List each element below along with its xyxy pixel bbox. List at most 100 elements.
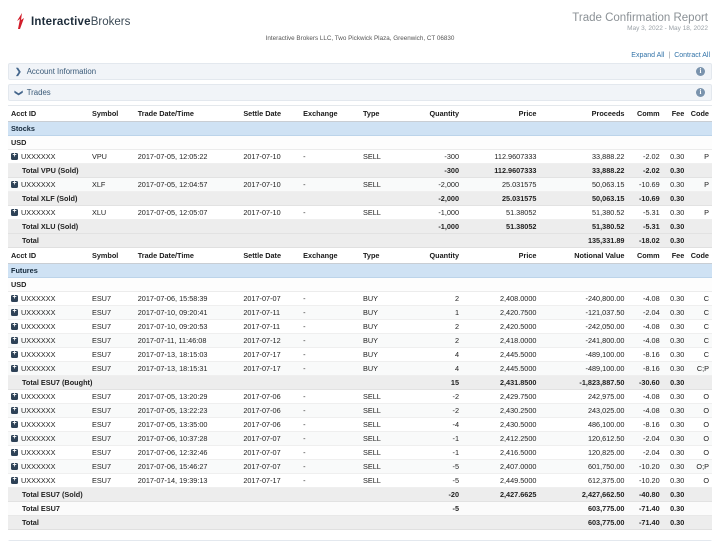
expand-plus-icon[interactable]: + [11, 448, 18, 456]
price: 2,449.5000 [462, 473, 540, 488]
subtotal-row: Total XLF (Sold) -2,000 25.031575 50,063.15… [8, 191, 712, 206]
settle-date: 2017-07-10 [240, 205, 301, 220]
acct-id-cell: + UXXXXXX [8, 291, 89, 306]
exchange: - [300, 417, 360, 432]
quantity: 4 [402, 361, 463, 376]
symbol: ESU7 [88, 445, 135, 460]
expand-plus-icon[interactable]: + [11, 308, 18, 316]
expand-plus-icon[interactable]: + [11, 294, 18, 302]
code: O [687, 389, 712, 404]
expand-plus-icon[interactable]: + [11, 406, 18, 414]
trade-type: SELL [359, 177, 403, 192]
trade-row: + UXXXXXX ESU7 2017-07-14, 19:39:13 2017-07-… [8, 473, 712, 488]
contract-all-link[interactable]: Contract All [674, 52, 710, 59]
expand-plus-icon[interactable]: + [11, 152, 18, 160]
acct-id: UXXXXXX [21, 294, 56, 303]
settle-date: 2017-07-12 [240, 333, 301, 348]
amount: -121,037.50 [539, 305, 628, 320]
commission: -8.16 [627, 417, 663, 432]
fee: 0.30 [662, 403, 688, 418]
expand-plus-icon[interactable]: + [11, 476, 18, 484]
exchange: - [300, 361, 360, 376]
info-icon[interactable]: i [696, 67, 705, 76]
amount: 120,825.00 [539, 445, 628, 460]
subtotal-row: Total XLU (Sold) -1,000 51.38052 51,380.52-… [8, 219, 712, 234]
column-header: Comm [627, 247, 663, 264]
expand-plus-icon[interactable]: + [11, 208, 18, 216]
acct-id-cell: + UXXXXXX [8, 177, 89, 192]
fee: 0.30 [662, 431, 688, 446]
amount: 50,063.15 [539, 191, 628, 206]
trade-datetime: 2017-07-05, 13:20:29 [134, 389, 241, 404]
report-period: May 3, 2022 - May 18, 2022 [627, 25, 708, 32]
acct-id: UXXXXXX [21, 434, 56, 443]
commission: -10.69 [627, 191, 663, 206]
asset-class-row: Futures [8, 263, 712, 278]
links-separator: | [668, 52, 671, 59]
price: 2,412.2500 [462, 431, 540, 446]
expand-plus-icon[interactable]: + [11, 350, 18, 358]
price: 112.9607333 [462, 163, 540, 178]
acct-id: UXXXXXX [21, 152, 56, 161]
price [462, 515, 540, 530]
code: C;P [687, 361, 712, 376]
brand-name-bold: Interactive [31, 16, 91, 28]
column-header-row: Acct ID Symbol Trade Date/Time Settle Date E… [8, 105, 712, 122]
section-bar-account-information[interactable]: ❯ Account Information i [8, 63, 712, 80]
trade-type: BUY [359, 305, 403, 320]
expand-plus-icon[interactable]: + [11, 392, 18, 400]
expand-plus-icon[interactable]: + [11, 336, 18, 344]
expand-plus-icon[interactable]: + [11, 434, 18, 442]
amount: -489,100.00 [539, 347, 628, 362]
asset-class-row: Stocks [8, 121, 712, 136]
quantity: -300 [402, 149, 463, 164]
column-header: Settle Date [240, 105, 301, 122]
code: O;P [687, 459, 712, 474]
code [687, 219, 712, 234]
column-header: Fee [662, 105, 688, 122]
settle-date: 2017-07-07 [240, 459, 301, 474]
trade-row: + UXXXXXX ESU7 2017-07-13, 18:15:31 2017-07-… [8, 361, 712, 376]
total-label: Total XLF (Sold) [8, 191, 403, 206]
quantity: 15 [402, 375, 463, 390]
fee: 0.30 [662, 487, 688, 502]
expand-plus-icon[interactable]: + [11, 180, 18, 188]
quantity: -2 [402, 403, 463, 418]
trade-row: + UXXXXXX ESU7 2017-07-06, 15:46:27 2017-07-… [8, 459, 712, 474]
section-bar-trades[interactable]: ❯ Trades i [8, 84, 712, 101]
trade-datetime: 2017-07-10, 09:20:53 [134, 319, 241, 334]
settle-date: 2017-07-06 [240, 403, 301, 418]
trade-datetime: 2017-07-10, 09:20:41 [134, 305, 241, 320]
code: C [687, 291, 712, 306]
info-icon[interactable]: i [696, 88, 705, 97]
price: 2,420.7500 [462, 305, 540, 320]
expand-plus-icon[interactable]: + [11, 322, 18, 330]
expand-plus-icon[interactable]: + [11, 364, 18, 372]
amount: 612,375.00 [539, 473, 628, 488]
expand-plus-icon[interactable]: + [11, 462, 18, 470]
trade-row: + UXXXXXX ESU7 2017-07-11, 11:46:08 2017-07-… [8, 333, 712, 348]
expand-plus-icon[interactable]: + [11, 420, 18, 428]
acct-id-cell: + UXXXXXX [8, 333, 89, 348]
trade-datetime: 2017-07-06, 12:32:46 [134, 445, 241, 460]
quantity: -1 [402, 431, 463, 446]
code [687, 375, 712, 390]
expand-all-link[interactable]: Expand All [631, 52, 665, 59]
price: 2,416.5000 [462, 445, 540, 460]
trade-type: SELL [359, 431, 403, 446]
column-header: Symbol [88, 105, 135, 122]
symbol: ESU7 [88, 347, 135, 362]
price: 2,407.0000 [462, 459, 540, 474]
trade-row: + UXXXXXX ESU7 2017-07-10, 09:20:53 2017-07-… [8, 319, 712, 334]
column-header-row: Acct ID Symbol Trade Date/Time Settle Date E… [8, 247, 712, 264]
column-header: Exchange [300, 105, 360, 122]
fee: 0.30 [662, 177, 688, 192]
trade-row: + UXXXXXX XLF 2017-07-05, 12:04:57 2017-07-1… [8, 177, 712, 192]
exchange: - [300, 445, 360, 460]
quantity [402, 233, 463, 248]
fee: 0.30 [662, 445, 688, 460]
trade-datetime: 2017-07-05, 13:35:00 [134, 417, 241, 432]
trade-datetime: 2017-07-06, 15:46:27 [134, 459, 241, 474]
fee: 0.30 [662, 375, 688, 390]
column-header: Trade Date/Time [134, 247, 241, 264]
